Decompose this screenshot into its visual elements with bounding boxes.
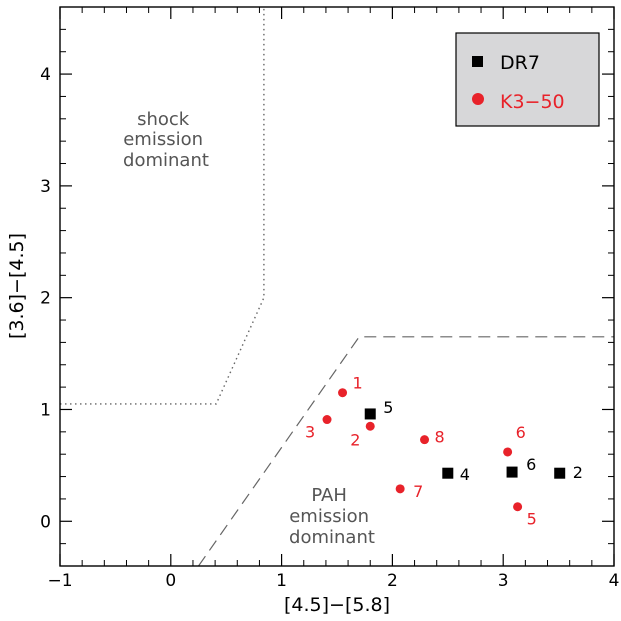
legend-box	[455, 32, 600, 127]
legend-label-dr7: DR7	[500, 52, 540, 74]
point-dr7-2	[554, 467, 566, 479]
point-label-k3-50-5: 5	[527, 510, 537, 529]
point-label-dr7-5: 5	[383, 398, 393, 417]
y-tick-label: 2	[40, 289, 51, 309]
y-tick-label: 3	[40, 177, 51, 197]
shock-label-line-3: dominant	[123, 150, 209, 171]
point-label-dr7-6: 6	[526, 455, 536, 474]
pah-label-line-1: PAH	[311, 485, 347, 506]
point-k3-50-6	[503, 447, 513, 457]
point-label-k3-50-7: 7	[413, 482, 423, 501]
point-k3-50-8	[420, 435, 430, 445]
x-tick-label: 1	[276, 571, 287, 591]
legend-label-k3-50: K3−50	[500, 91, 565, 113]
shock-label-line-1: shock	[137, 109, 190, 130]
y-tick-label: 4	[40, 65, 51, 85]
point-k3-50-3	[322, 415, 332, 425]
point-label-k3-50-6: 6	[516, 423, 526, 442]
x-axis-title: [4.5]−[5.8]	[284, 594, 390, 616]
legend-marker-dr7	[472, 56, 483, 67]
shock-region-label: shock emission dominant	[123, 109, 209, 171]
shock-region-boundary	[60, 7, 265, 405]
legend-marker-k3-50	[472, 93, 484, 105]
x-tick-label: −1	[47, 571, 72, 591]
shock-label-line-2: emission	[123, 129, 203, 150]
y-axis-title: [3.6]−[4.5]	[6, 233, 28, 339]
x-tick-label: 0	[165, 571, 176, 591]
point-k3-50-2	[365, 421, 375, 431]
point-label-dr7-4: 4	[460, 465, 470, 484]
pah-label-line-3: dominant	[289, 527, 375, 548]
pah-region-label: PAH emission dominant	[289, 485, 375, 548]
point-label-dr7-2: 2	[573, 463, 583, 482]
x-tick-label: 4	[609, 571, 620, 591]
point-label-k3-50-8: 8	[435, 428, 445, 447]
point-label-k3-50-2: 2	[350, 430, 360, 449]
point-dr7-5	[364, 408, 376, 420]
point-k3-50-7	[395, 484, 405, 494]
y-tick-label: 0	[40, 512, 51, 532]
pah-region-boundary	[198, 336, 614, 566]
y-tick-label: 1	[40, 400, 51, 420]
point-dr7-6	[506, 466, 518, 478]
plot-frame	[59, 6, 615, 567]
data-points: 2 4 5 6 1 2 3 5 6 7 8	[305, 374, 583, 529]
x-tick-label: 3	[498, 571, 509, 591]
point-k3-50-5	[513, 502, 523, 512]
point-label-k3-50-1: 1	[353, 374, 363, 393]
pah-label-line-2: emission	[289, 506, 369, 527]
tick-labels: −1 0 1 2 3 4 0 1 2 3 4	[40, 65, 619, 591]
point-dr7-4	[442, 467, 454, 479]
x-tick-label: 2	[387, 571, 398, 591]
point-label-k3-50-3: 3	[305, 423, 315, 442]
legend: DR7 K3−50	[455, 32, 600, 127]
point-k3-50-1	[338, 388, 348, 398]
